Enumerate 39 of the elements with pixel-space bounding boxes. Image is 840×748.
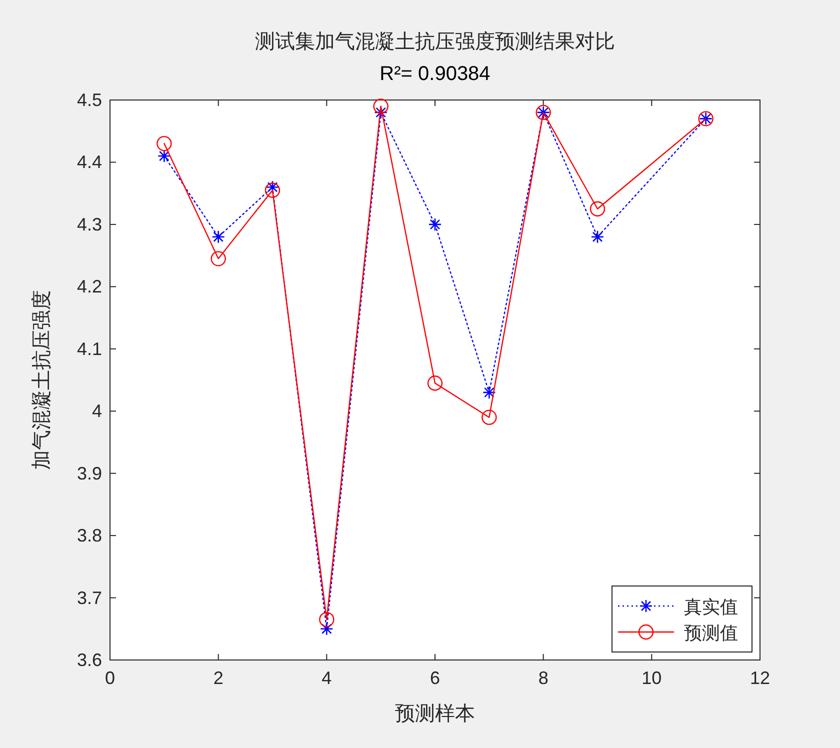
point [590,230,604,244]
y-tick-label: 4.5 [76,90,102,110]
point [210,251,226,266]
x-tick-label: 6 [430,668,440,688]
y-tick-label: 4.1 [76,338,102,359]
x-tick-label: 2 [213,668,224,688]
point [428,218,442,232]
point [158,149,171,163]
point [320,622,334,636]
x-axis-title: 预测样本 [395,703,475,725]
x-tick-label: 12 [750,668,770,688]
legend-label: 预测值 [684,623,738,643]
point [156,136,172,152]
point [482,386,496,400]
x-tick-label: 10 [642,668,662,688]
point [427,376,443,391]
y-tick-label: 4.4 [76,152,102,172]
point [482,410,497,425]
y-tick-label: 3.7 [76,588,102,608]
point [374,106,388,120]
y-axis-title: 加气混凝土抗压强度 [31,290,53,470]
chart-title: 测试集加气混凝土抗压强度预测结果对比 [255,31,615,53]
x-tick-label: 4 [322,668,332,688]
chart-subtitle: R²= 0.90384 [380,63,490,85]
y-tick-label: 3.8 [76,526,102,546]
point [212,230,225,244]
y-tick-label: 3.6 [76,650,102,670]
point [264,182,280,198]
point [590,201,606,216]
x-tick-label: 0 [104,668,116,688]
point [319,612,334,628]
x-tick-label: 8 [538,668,548,688]
legend-label: 真实值 [684,597,738,617]
point [266,180,280,194]
y-tick-label: 4.2 [76,276,102,297]
y-tick-label: 4.3 [76,214,102,234]
y-tick-label: 3.9 [76,463,102,484]
y-tick-label: 4 [92,401,102,422]
point [373,98,388,114]
